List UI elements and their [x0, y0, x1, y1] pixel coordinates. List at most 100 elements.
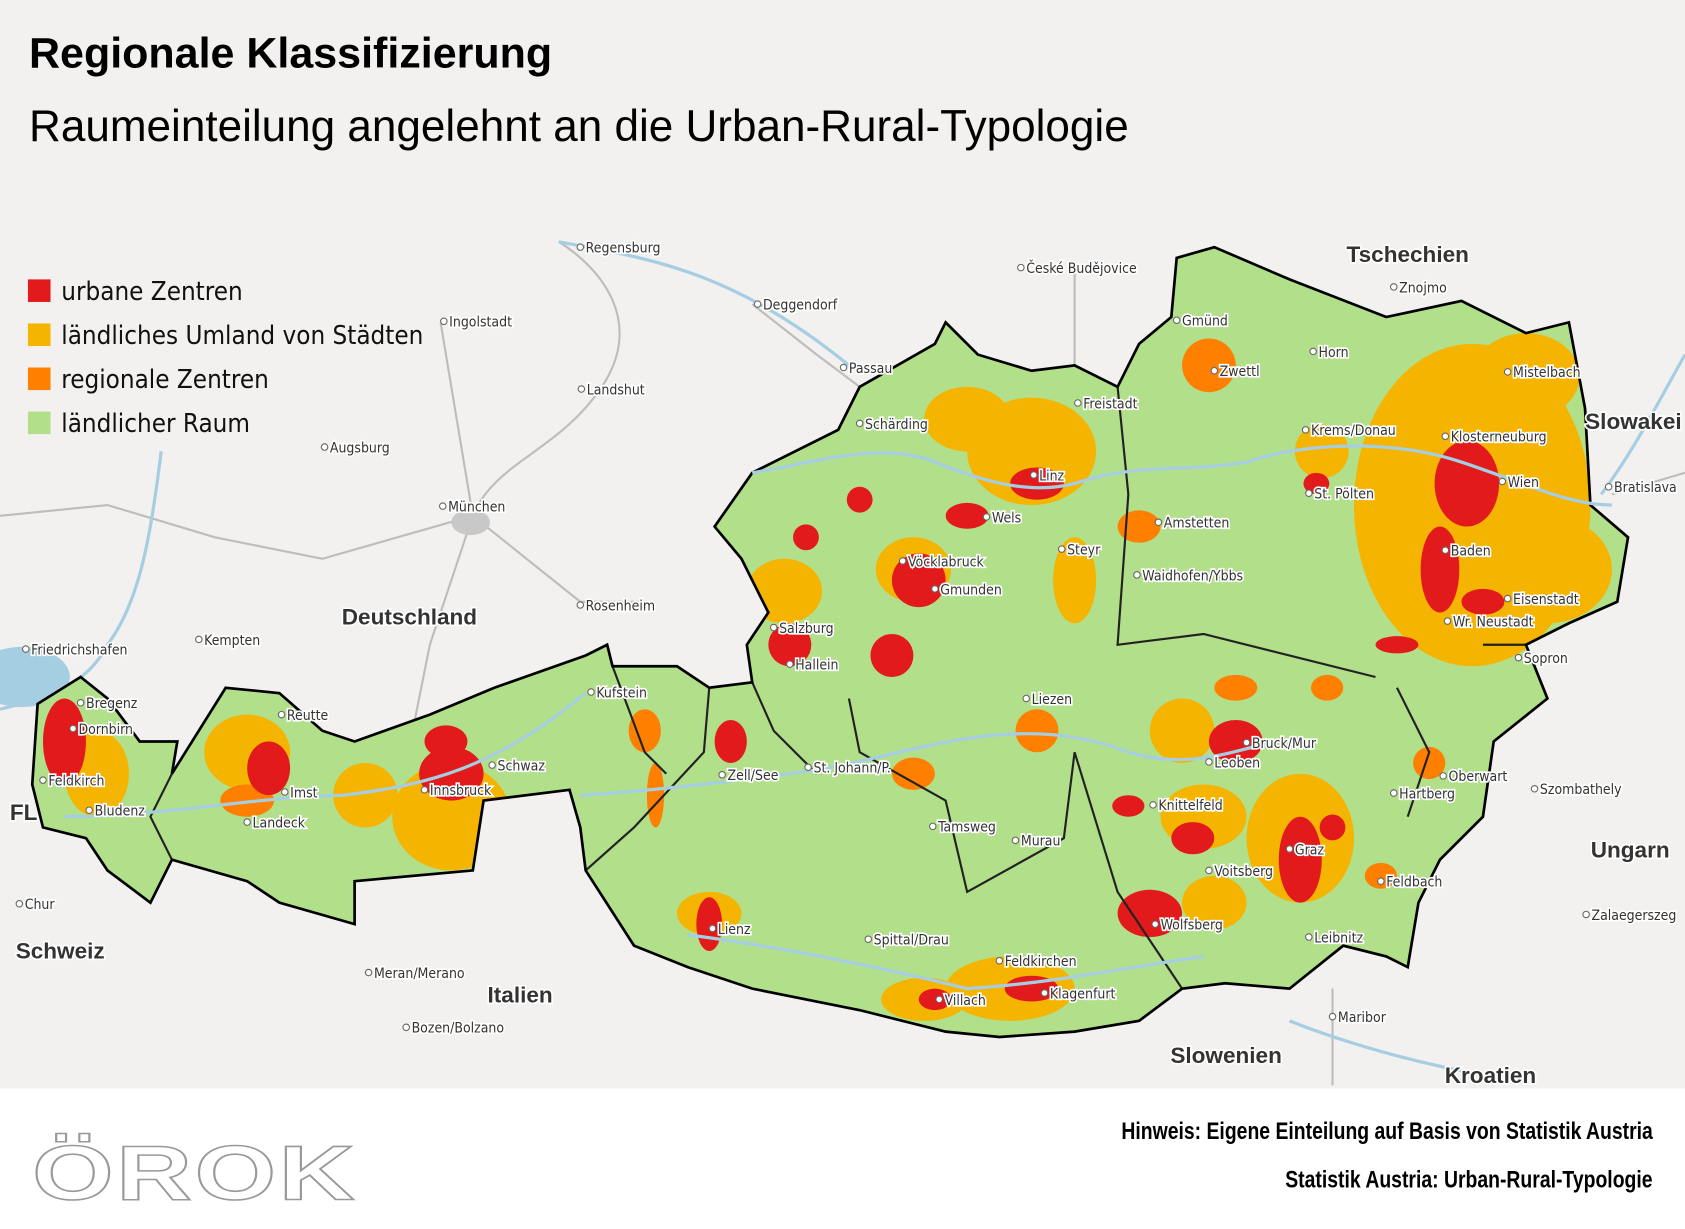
city-label: Wolfsberg — [1161, 918, 1223, 934]
city-label: Baden — [1451, 544, 1491, 560]
legend-label: regionale Zentren — [61, 363, 269, 394]
city-label: Freistadt — [1083, 396, 1137, 412]
city-dot — [935, 995, 943, 1004]
city-dot — [576, 601, 585, 609]
city-dot — [69, 724, 77, 733]
city-label: Hartberg — [1399, 786, 1455, 802]
city-label: Chur — [25, 897, 56, 913]
state-border — [1396, 687, 1431, 818]
city-label: Lienz — [718, 922, 751, 938]
city-label: Feldkirchen — [1005, 954, 1077, 970]
river-inn — [64, 691, 587, 819]
city-label: Bozen/Bolzano — [412, 1021, 505, 1037]
city-label: Imst — [290, 785, 317, 801]
city-label: Horn — [1319, 345, 1349, 361]
city-dot — [1057, 545, 1066, 553]
region-blob — [333, 762, 398, 828]
river-salzach-enns — [580, 732, 1290, 797]
city-label: Dornbirn — [78, 722, 133, 738]
legend-item-rural: ländlicher Raum — [27, 401, 423, 445]
region-blob — [1117, 510, 1161, 543]
city-label: Friedrichshafen — [31, 642, 127, 658]
city-dot — [1133, 571, 1141, 579]
city-label: Kufstein — [596, 685, 647, 701]
city-label: Knittelfeld — [1158, 798, 1222, 814]
city-label: Zalaegerszeg — [1591, 908, 1676, 924]
oerok-logo: ÖROK — [31, 1130, 358, 1218]
map-area: Regensburg Deggendorf Ingolstadt Landshut Pa… — [0, 0, 1685, 1089]
city-dot — [1498, 477, 1507, 486]
city-dot — [420, 786, 429, 794]
city-dot — [1011, 836, 1020, 845]
river — [1599, 353, 1685, 496]
city-label: Wien — [1508, 475, 1539, 491]
city-dot — [1149, 801, 1157, 809]
region-blob — [1420, 526, 1460, 613]
city-dot — [1389, 789, 1398, 797]
city-dot — [928, 822, 937, 831]
city-dot — [39, 776, 47, 784]
map-canvas: Regensburg Deggendorf Ingolstadt Landshut Pa… — [0, 239, 1685, 1089]
source-note: Hinweis: Eigene Einteilung auf Basis von… — [1121, 1117, 1653, 1145]
city-label: Passau — [849, 361, 892, 377]
city-dot — [576, 243, 585, 251]
city-label: Zwettl — [1220, 364, 1260, 380]
city-label: Znojmo — [1399, 280, 1447, 296]
region-blob — [1364, 862, 1397, 889]
city-dot — [1017, 263, 1025, 272]
legend-item-regional: regionale Zentren — [27, 357, 423, 401]
city-label: Gmünd — [1182, 314, 1228, 330]
city-label: Rosenheim — [586, 598, 655, 614]
city-label: Salzburg — [779, 621, 834, 637]
city-dot — [1285, 845, 1294, 853]
city-label: Szombathely — [1540, 782, 1622, 798]
city-label: Meran/Merano — [374, 966, 465, 982]
city-dot — [195, 635, 203, 644]
river — [558, 240, 850, 367]
city-label: Bregenz — [86, 696, 138, 712]
city-label: Reutte — [287, 708, 329, 724]
city-label: Liezen — [1032, 692, 1072, 708]
city-dot — [1439, 772, 1447, 780]
city-label: České Budějovice — [1026, 259, 1137, 277]
city-dot — [1582, 910, 1590, 919]
city-label: Steyr — [1067, 542, 1101, 558]
city-dot — [277, 710, 286, 719]
country-label: Ungarn — [1591, 838, 1670, 863]
city-dot — [753, 300, 762, 308]
region-blob — [1375, 636, 1419, 654]
city-dot — [1309, 347, 1317, 356]
region-blob — [1010, 467, 1064, 500]
city-dot — [1503, 594, 1512, 603]
region-blob — [1294, 424, 1349, 479]
city-label: Regensburg — [586, 241, 661, 257]
city-dot — [1441, 432, 1450, 441]
city-dot — [1305, 933, 1313, 941]
city-dot — [864, 935, 873, 943]
region-blob — [768, 623, 812, 667]
source-reference: Statistik Austria: Urban-Rural-Typologie — [1285, 1165, 1653, 1193]
city-dot — [1377, 877, 1385, 885]
region-blob — [1319, 814, 1346, 841]
city-dot — [1205, 758, 1213, 766]
region-classes — [42, 333, 1612, 1021]
region-blob — [1434, 440, 1500, 527]
region-blob — [42, 698, 86, 785]
country-label: Slowenien — [1170, 1043, 1282, 1068]
city-label: Murau — [1021, 834, 1061, 850]
city-dot — [1040, 989, 1049, 997]
city-label: Krems/Donau — [1311, 423, 1396, 439]
city-label: Bludenz — [95, 804, 146, 820]
river — [1288, 1019, 1484, 1077]
region-blob — [945, 502, 989, 529]
city-dot — [15, 899, 24, 908]
city-label: Waidhofen/Ybbs — [1142, 568, 1243, 584]
road — [472, 514, 645, 603]
legend-item-urban: urbane Zentren — [27, 269, 423, 313]
city-dot — [1022, 694, 1031, 703]
city-label: Klagenfurt — [1050, 986, 1116, 1002]
country-label: FL — [10, 800, 38, 825]
region-blob — [1214, 674, 1258, 701]
region-blob — [1482, 515, 1612, 624]
city-label: Sopron — [1524, 651, 1568, 667]
